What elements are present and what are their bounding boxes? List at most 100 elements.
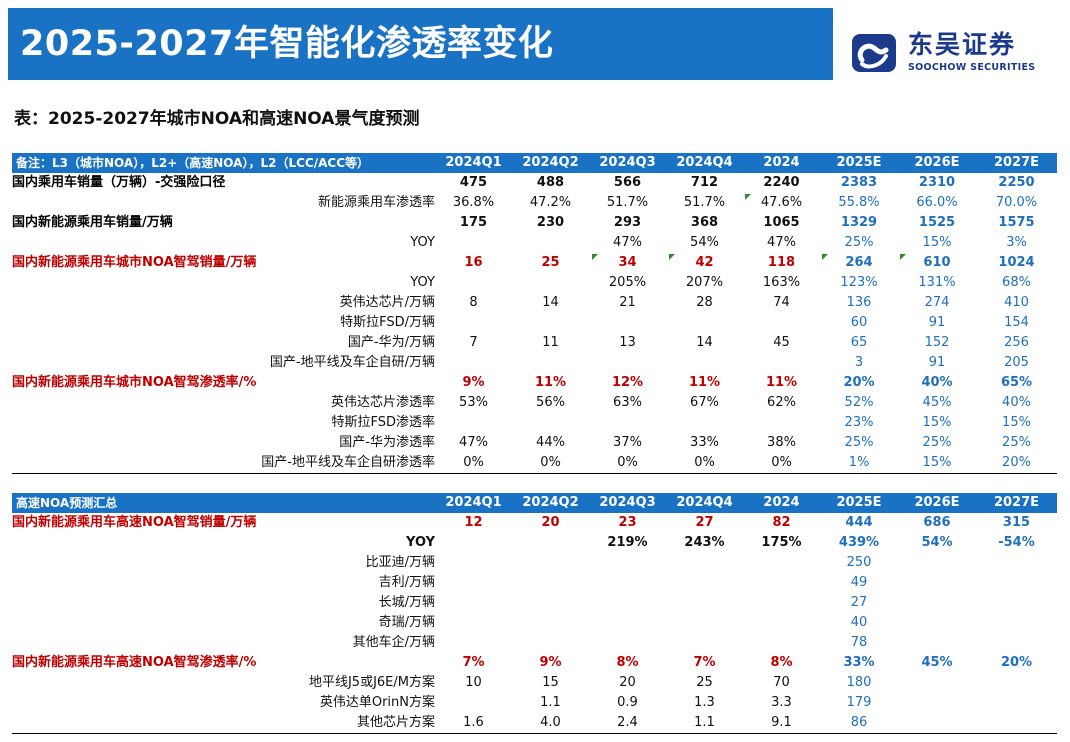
table-row: 地平线J5或J6E/M方案 10 15 20 25 70 180	[12, 673, 1057, 693]
table-cell	[976, 573, 1057, 593]
table-cell: 11	[542, 335, 559, 350]
table-cell: 23	[618, 515, 637, 530]
table-cell: 15	[542, 675, 559, 690]
table-row: 国产-华为/万辆 7 11 13 14 45 65 152 256	[12, 333, 1057, 353]
page-title: 2025-2027年智能化渗透率变化	[20, 24, 554, 64]
table-cell: 2310	[918, 175, 956, 190]
table-cell: 55.8%	[838, 195, 880, 210]
table-cell: 54%	[690, 235, 719, 250]
table-cell	[976, 633, 1057, 653]
table-cell: 274	[924, 295, 950, 310]
soochow-logo-icon	[852, 34, 896, 72]
table-cell	[589, 353, 666, 373]
table-cell: 0%	[589, 453, 666, 474]
table-cell: 25%	[844, 435, 874, 450]
highway-noa-table: 高速NOA预测汇总 2024Q1 2024Q2 2024Q3 2024Q4 2024 202…	[12, 493, 1057, 734]
table-row: 国内新能源乘用车高速NOA智驾渗透率/% 7% 9% 8% 7% 8% 33% 45% 20%	[12, 653, 1057, 673]
table-cell	[589, 613, 666, 633]
table-cell	[435, 413, 512, 433]
table-cell: 1.1	[666, 713, 743, 734]
table-cell: 8%	[616, 655, 639, 670]
table-cell: 11%	[688, 375, 721, 390]
table-cell: 12%	[611, 375, 644, 390]
table-cell: 243%	[684, 535, 725, 550]
row-label: 国内新能源乘用车城市NOA智驾渗透率/%	[12, 375, 257, 390]
row-label: 国产-地平线及车企自研/万辆	[269, 355, 435, 370]
table-cell	[589, 573, 666, 593]
table-cell	[512, 233, 589, 253]
table-cell: 2.4	[589, 713, 666, 734]
table-row: 国内新能源乘用车高速NOA智驾销量/万辆 12 20 23 27 82 444 686 315	[12, 513, 1057, 533]
table-cell: 34	[618, 255, 637, 270]
table-row: YOY 47% 54% 47% 25% 15% 3%	[12, 233, 1057, 253]
row-label: 吉利/万辆	[378, 575, 435, 590]
table-cell: 4.0	[512, 713, 589, 734]
table-cell: 15%	[922, 415, 952, 430]
table-cell	[435, 273, 512, 293]
table-row: 英伟达芯片/万辆 8 14 21 28 74 136 274 410	[12, 293, 1057, 313]
table-cell: 8%	[770, 655, 793, 670]
row-label: 国内新能源乘用车高速NOA智驾销量/万辆	[12, 515, 257, 530]
table-cell: 154	[1004, 315, 1029, 330]
table-cell: 51.7%	[683, 195, 726, 210]
table-cell: -54%	[998, 535, 1035, 550]
table-cell: 205	[1004, 355, 1029, 370]
table-cell: 15%	[1002, 415, 1031, 430]
table-cell: 9%	[539, 655, 562, 670]
table-cell	[512, 273, 589, 293]
table-cell: 0%	[512, 453, 589, 474]
column-header: 2025E	[820, 153, 898, 173]
table-cell	[898, 673, 976, 693]
table-caption: 表：2025-2027年城市NOA和高速NOA景气度预测	[14, 109, 420, 129]
table-cell: 250	[846, 555, 872, 570]
table-cell: 28	[696, 295, 713, 310]
table-cell: 118	[767, 255, 796, 270]
table-cell: 65	[850, 335, 868, 350]
table-cell: 47.2%	[529, 195, 572, 210]
table-cell	[976, 673, 1057, 693]
table-row: 其他车企/万辆 78	[12, 633, 1057, 653]
table-cell: 12	[464, 515, 483, 530]
table-cell	[898, 713, 976, 734]
table-row: YOY 205% 207% 163% 123% 131% 68%	[12, 273, 1057, 293]
table-cell: 82	[772, 515, 791, 530]
row-label: YOY	[410, 275, 435, 290]
table-cell: 8	[469, 295, 478, 310]
table-cell	[743, 593, 820, 613]
table-cell: 2250	[998, 175, 1035, 190]
logo-english-name: SOOCHOW SECURITIES	[908, 62, 1036, 73]
row-label: 长城/万辆	[378, 595, 435, 610]
table-row: 国产-华为渗透率 47% 44% 37% 33% 38% 25% 25% 25%	[12, 433, 1057, 453]
table-cell: 45%	[921, 655, 953, 670]
table-cell: 60	[850, 315, 868, 330]
table-cell: 42	[695, 255, 714, 270]
table-header-row: 高速NOA预测汇总 2024Q1 2024Q2 2024Q3 2024Q4 2024 202…	[12, 493, 1057, 513]
table-cell	[589, 633, 666, 653]
table-cell: 20	[541, 515, 560, 530]
row-label: 国产-华为渗透率	[339, 435, 435, 450]
table-cell: 27	[850, 595, 868, 610]
row-label: 英伟达单OrinN方案	[319, 695, 435, 710]
table-cell	[435, 633, 512, 653]
comment-marker	[592, 254, 598, 260]
table-cell: 205%	[608, 275, 647, 290]
table-cell: 70	[773, 675, 790, 690]
column-header: 2024Q4	[666, 153, 743, 173]
table-row: 英伟达芯片渗透率 53% 56% 63% 67% 62% 52% 45% 40%	[12, 393, 1057, 413]
table-cell: 1.6	[435, 713, 512, 734]
table-cell: 1575	[998, 215, 1035, 230]
table-row: 新能源乘用车渗透率 36.8% 47.2% 51.7% 51.7% 47.6% 55.8% 6…	[12, 193, 1057, 213]
table-cell: 91	[928, 315, 946, 330]
table-cell: 256	[1004, 335, 1029, 350]
row-label: 国产-华为/万辆	[347, 335, 435, 350]
table-cell	[898, 573, 976, 593]
table-cell: 20	[619, 675, 636, 690]
row-label: 地平线J5或J6E/M方案	[308, 675, 435, 690]
table-cell	[743, 353, 820, 373]
table-cell: 14	[542, 295, 559, 310]
table-cell: 123%	[840, 275, 878, 290]
table-cell: 47%	[613, 235, 642, 250]
table-cell: 45	[773, 335, 790, 350]
table-cell	[512, 573, 589, 593]
table-cell: 70.0%	[995, 195, 1038, 210]
